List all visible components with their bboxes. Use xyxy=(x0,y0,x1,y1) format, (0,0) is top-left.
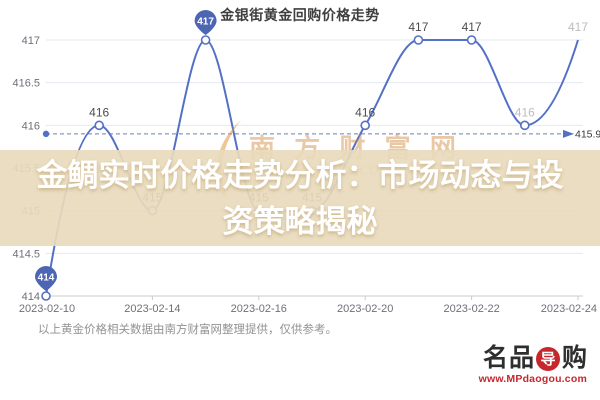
point-label: 416 xyxy=(515,105,535,119)
max-pin xyxy=(194,10,217,36)
y-axis-label: 417 xyxy=(22,35,40,47)
headline-overlay: 金鲷实时价格走势分析：市场动态与投 资策略揭秘 xyxy=(0,150,600,246)
x-axis-label: 2023-02-10 xyxy=(19,303,75,315)
chart-title: 金银街黄金回购价格走势 xyxy=(220,7,380,23)
logo-char-2: 品 xyxy=(508,344,534,372)
point-label: 417 xyxy=(568,20,588,34)
data-point-marker xyxy=(360,120,371,131)
logo-char-1: 名 xyxy=(482,344,508,372)
y-axis-label: 416 xyxy=(22,120,40,132)
average-value-label: 415.9 xyxy=(575,128,600,140)
x-axis-label: 2023-02-14 xyxy=(124,303,180,315)
x-axis-label: 2023-02-22 xyxy=(443,303,499,315)
point-label: 417 xyxy=(408,20,428,34)
logo-red-circle-icon: 导 xyxy=(535,346,560,371)
data-point-marker xyxy=(519,120,530,131)
point-label: 417 xyxy=(462,20,482,34)
logo-characters: 名 品 导 购 xyxy=(479,345,587,372)
max-pin-label: 417 xyxy=(197,17,214,28)
data-point-marker xyxy=(200,35,211,45)
logo-char-4: 购 xyxy=(561,344,587,372)
min-pin xyxy=(35,266,57,291)
average-line-arrow-icon xyxy=(563,129,574,138)
y-axis-label: 414.5 xyxy=(12,248,40,260)
point-label: 416 xyxy=(355,105,375,119)
y-axis-label: 416.5 xyxy=(12,78,40,90)
point-label: 416 xyxy=(89,105,109,119)
x-axis-label: 2023-02-20 xyxy=(337,303,393,315)
min-pin-label: 414 xyxy=(38,273,55,284)
y-axis-label: 414 xyxy=(22,291,40,303)
data-point-marker xyxy=(41,291,51,301)
headline-line2: 资策略揭秘 xyxy=(222,204,378,239)
source-note: 以上黄金价格相关数据由南方财富网整理提供，仅供参考。 xyxy=(38,324,337,336)
data-point-marker xyxy=(94,120,104,131)
data-point-marker xyxy=(413,35,424,45)
average-line-start-dot xyxy=(42,130,50,138)
data-point-marker xyxy=(466,35,477,45)
headline-line1: 金鲷实时价格走势分析：市场动态与投 xyxy=(36,158,564,193)
mpdaogou-logo: 名 品 导 购 www.MPdaogou.com xyxy=(478,345,587,386)
x-axis-label: 2023-02-16 xyxy=(231,303,287,315)
x-axis-label: 2023-02-24 xyxy=(541,303,597,315)
logo-url: www.MPdaogou.com xyxy=(478,373,587,385)
